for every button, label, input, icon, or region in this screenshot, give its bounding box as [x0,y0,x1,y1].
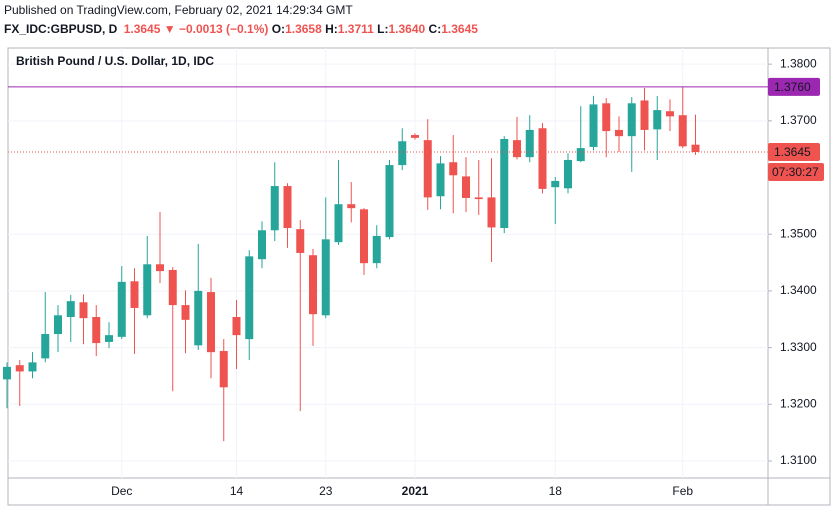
y-tick-label: 1.3700 [780,113,817,127]
y-tick-label: 1.3200 [780,396,817,410]
candle-body [385,165,394,238]
x-tick-label: Dec [111,484,132,498]
candle-body [462,176,470,198]
h-label: H: [325,22,338,36]
candle-body [117,281,126,337]
candle-body [219,351,228,388]
price: 1.3645 [124,22,161,36]
countdown: 07:30:27 [772,165,819,179]
candle-body [347,204,356,209]
candle-body [525,129,534,158]
y-tick-label: 1.3300 [780,340,817,354]
arrow: ▼ [164,22,176,36]
candle-body [551,180,560,188]
candle-body [500,139,509,229]
candle-body [105,335,113,342]
y-tick-label: 1.3400 [780,283,817,297]
candle-body [258,230,266,260]
candle-body [321,239,330,316]
labels: 1.3100 1.3200 1.3300 1.3400 1.3500 1.3700 1.38… [111,56,824,498]
candle-body [168,269,177,306]
candle-body [245,256,254,340]
candle-body [181,305,190,320]
y-tick-label: 1.3800 [780,56,817,70]
candle-body [640,100,649,130]
candle-body [28,362,37,372]
candle-body [270,186,279,231]
candle-body [3,366,11,380]
l-label: L: [377,22,388,36]
candle-body [411,135,419,138]
candle-body [130,281,139,308]
candle-body [589,104,598,147]
candle-body [283,186,292,229]
l-value: 1.3640 [389,22,426,36]
published: Published on TradingView.com, February 0… [4,3,353,17]
candle-body [474,197,483,200]
candle-body [92,317,101,344]
x-tick-label: 2021 [402,484,429,498]
candle-body [296,229,305,253]
x-tick-label: Feb [672,484,693,498]
candle-body [79,302,88,319]
candle-body [423,140,432,198]
y-tick-label: 1.3100 [780,453,817,467]
y-tick-label: 1.3500 [780,226,817,240]
candle-body [691,144,700,153]
candle-body [309,255,317,315]
candle-body [538,128,547,189]
frame [7,47,831,506]
candle-body [576,148,585,162]
x-tick-label: 18 [549,484,563,498]
h-value: 1.3711 [338,22,374,36]
candles [3,86,768,442]
candle-body [487,197,496,228]
o-label: O: [272,22,285,36]
change: −0.0013 (−0.1%) [179,22,268,36]
symbol: FX_IDC:GBPUSD, D [4,22,118,36]
hline-label: 1.3760 [774,80,811,94]
x-tick-label: 14 [230,484,244,498]
candle-body [449,162,458,176]
candle-body [436,163,445,197]
c-value: 1.3645 [441,22,478,36]
candle-body [143,264,152,316]
last-price-label: 1.3645 [774,145,811,159]
o-value: 1.3658 [285,22,322,36]
candle-body [398,141,407,166]
candle-body [207,292,215,353]
candle-body [627,103,636,137]
candle-body [232,317,241,336]
candle-body [372,235,381,264]
countdown-tag [768,163,824,182]
candle-body [66,301,75,318]
candle-body [54,315,62,335]
candle-body [615,129,623,137]
quote-line: FX_IDC:GBPUSD, D 1.3645 ▼ −0.0013 (−0.1%… [4,22,478,36]
x-tick-label: 23 [319,484,333,498]
candle-body [602,103,611,132]
candle-body [513,140,521,158]
candle-body [678,115,687,147]
candle-body [15,365,24,372]
candle-body [41,334,50,359]
last-price-tag [768,143,820,162]
candle-body [564,159,572,189]
candle-body [194,290,203,346]
candle-body [156,264,164,272]
candle-body [666,111,674,117]
c-label: C: [429,22,442,36]
hline-tag [768,77,820,96]
legend: British Pound / U.S. Dollar, 1D, IDC [16,54,214,68]
candle-body [360,209,368,264]
candle-body [334,204,343,243]
candle-body [653,110,662,130]
